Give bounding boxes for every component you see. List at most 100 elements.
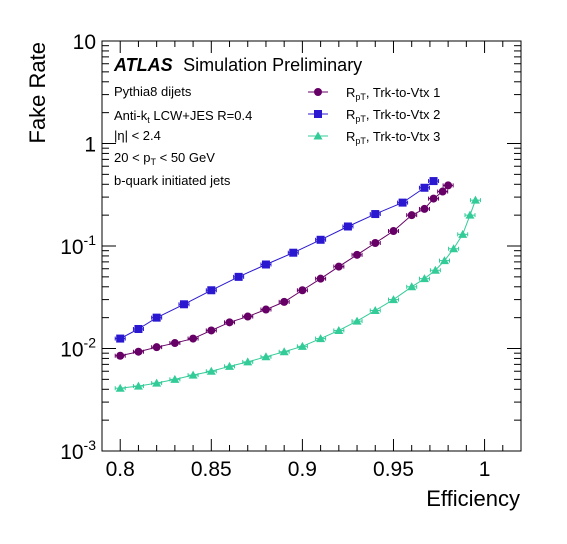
data-point	[407, 211, 416, 220]
atlas-logo-text: ATLAS	[113, 55, 173, 75]
data-point	[470, 195, 480, 204]
legend-marker	[314, 88, 322, 96]
x-tick-label: 1	[479, 458, 491, 481]
data-point	[261, 260, 270, 269]
info-block: Pythia8 dijets Anti-kt LCW+JES R=0.4 |η|…	[114, 84, 252, 188]
info-eta-cut: |η| < 2.4	[114, 128, 161, 143]
data-point	[430, 265, 440, 274]
data-point	[458, 229, 468, 238]
data-point	[465, 210, 475, 219]
data-point	[389, 227, 398, 236]
info-sample: Pythia8 dijets	[114, 84, 192, 99]
data-point	[188, 370, 198, 379]
y-tick-label: 10	[73, 31, 96, 54]
legend-marker	[314, 110, 322, 118]
legend-label: RpT, Trk-to-Vtx 2	[346, 107, 440, 124]
data-point	[234, 272, 243, 281]
legend: RpT, Trk-to-Vtx 1 RpT, Trk-to-Vtx 2 RpT, T…	[308, 85, 440, 146]
series-3	[114, 195, 481, 392]
data-point	[206, 366, 216, 375]
info-jet-algorithm: Anti-kt LCW+JES R=0.4	[114, 108, 252, 125]
plot-frame	[101, 40, 522, 452]
atlas-label: ATLAS Simulation Preliminary	[113, 55, 362, 75]
legend-label: RpT, Trk-to-Vtx 1	[346, 85, 440, 102]
data-point	[334, 262, 343, 271]
data-point	[115, 383, 125, 392]
data-point	[133, 381, 143, 390]
series-line	[120, 185, 449, 357]
data-point	[116, 334, 125, 343]
axes-layer: 0.8 0.85 0.9 0.95 1 10-3 10-2 10-1 1 10	[60, 31, 522, 481]
legend-label: RpT, Trk-to-Vtx 3	[346, 129, 440, 146]
y-tick-label: 10-2	[60, 335, 96, 362]
data-point	[444, 181, 453, 190]
legend-entry-1: RpT, Trk-to-Vtx 1	[308, 85, 440, 102]
data-point	[388, 295, 398, 304]
data-point	[429, 194, 438, 203]
data-point	[371, 238, 380, 247]
info-pt-cut: 20 < pT < 50 GeV	[114, 150, 215, 167]
data-point	[225, 361, 235, 370]
x-axis-label: Efficiency	[426, 486, 520, 511]
data-point	[449, 244, 459, 253]
data-point	[438, 187, 447, 196]
data-point	[134, 347, 143, 356]
data-point	[207, 326, 216, 335]
data-point	[420, 204, 429, 213]
data-point	[334, 325, 344, 334]
series-line	[119, 180, 434, 340]
data-point	[243, 312, 252, 321]
x-tick-label: 0.95	[373, 458, 414, 481]
data-point	[152, 378, 162, 387]
data-point	[439, 256, 449, 265]
data-point	[116, 351, 125, 360]
legend-entry-3: RpT, Trk-to-Vtx 3	[308, 129, 440, 146]
data-point	[243, 357, 253, 366]
data-point	[189, 334, 198, 343]
data-point	[352, 316, 362, 325]
data-point	[152, 313, 161, 322]
data-point	[316, 235, 325, 244]
data-layer	[114, 177, 481, 392]
series-1	[114, 181, 454, 360]
data-point	[207, 286, 216, 295]
x-tick-label: 0.9	[288, 458, 317, 481]
y-tick-label: 1	[84, 134, 96, 157]
data-point	[370, 305, 380, 314]
data-point	[179, 300, 188, 309]
x-tick-label: 0.85	[191, 458, 232, 481]
legend-marker	[313, 131, 323, 140]
data-point	[316, 274, 325, 283]
data-point	[261, 305, 270, 314]
series-line	[120, 199, 476, 389]
data-point	[297, 341, 307, 350]
data-point	[343, 222, 352, 231]
data-point	[170, 339, 179, 348]
series-2	[114, 177, 440, 343]
data-point	[225, 318, 234, 327]
data-point	[420, 183, 429, 192]
svg-text:ATLAS Simulation Prelimi: ATLAS Simulation Preliminary	[113, 55, 362, 75]
info-jet-flavour: b-quark initiated jets	[114, 173, 231, 188]
data-point	[398, 198, 407, 207]
data-point	[279, 347, 289, 356]
legend-entry-2: RpT, Trk-to-Vtx 2	[308, 107, 440, 124]
data-point	[261, 352, 271, 361]
data-point	[316, 334, 326, 343]
data-point	[280, 297, 289, 306]
data-point	[429, 177, 438, 186]
data-point	[152, 343, 161, 352]
x-tick-label: 0.8	[106, 458, 135, 481]
atlas-subtitle: Simulation Preliminary	[183, 55, 362, 75]
data-point	[371, 210, 380, 219]
data-point	[353, 250, 362, 259]
data-point	[407, 282, 417, 291]
data-point	[170, 374, 180, 383]
y-tick-label: 10-1	[60, 232, 96, 259]
y-axis-label: Fake Rate	[25, 42, 50, 144]
data-point	[419, 274, 429, 283]
data-point	[289, 248, 298, 257]
data-point	[134, 324, 143, 333]
y-tick-label: 10-3	[60, 437, 96, 464]
